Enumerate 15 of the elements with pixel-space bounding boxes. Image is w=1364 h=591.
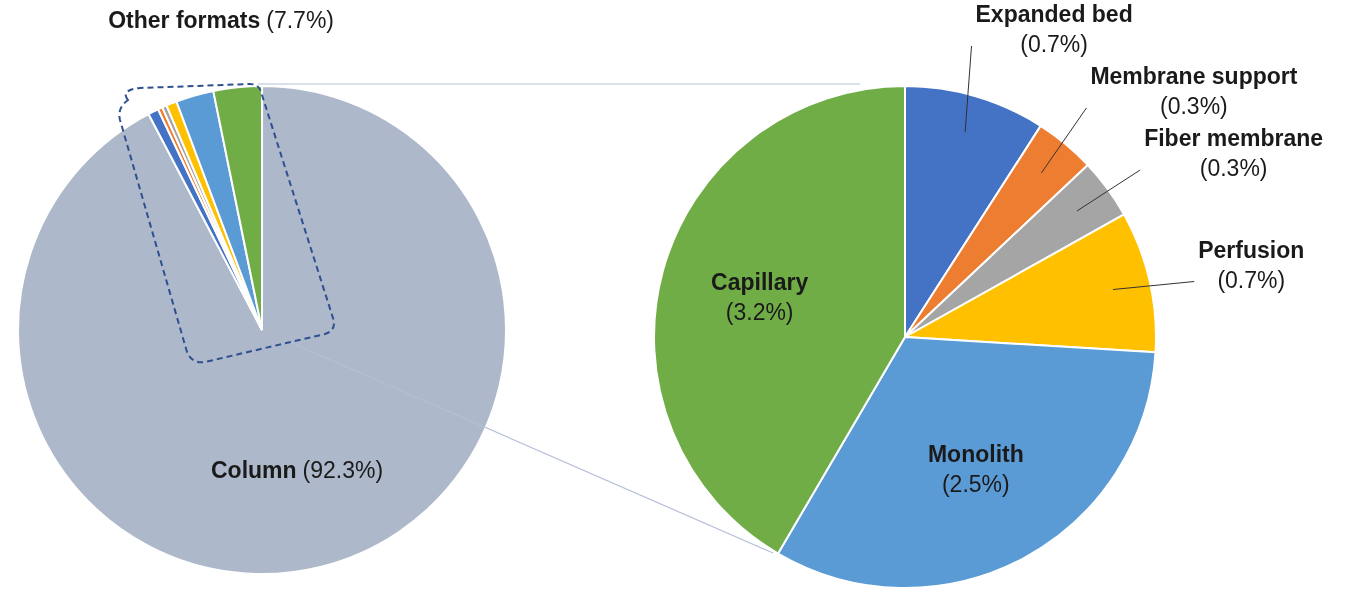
slice-label: Fiber membrane [1144,125,1324,152]
data-label: (0.7%) [1020,31,1088,58]
data-label: (2.5%) [941,471,1010,498]
slice-label: Membrane support [1090,63,1298,90]
slice-label: Perfusion [1198,236,1305,263]
slice-label: Monolith [927,441,1024,468]
slice-label: Capillary [711,268,809,295]
text: Other formats (7.7%) [108,7,335,34]
data-label: (3.2%) [725,298,794,325]
data-label: (0.7%) [1217,266,1286,293]
data-label: (0.3%) [1199,155,1268,182]
slice-label: Expanded bed [975,1,1133,28]
slice-label: Column [211,457,297,484]
data-label: (92.3%) [302,457,384,484]
data-label: (0.3%) [1160,93,1228,120]
